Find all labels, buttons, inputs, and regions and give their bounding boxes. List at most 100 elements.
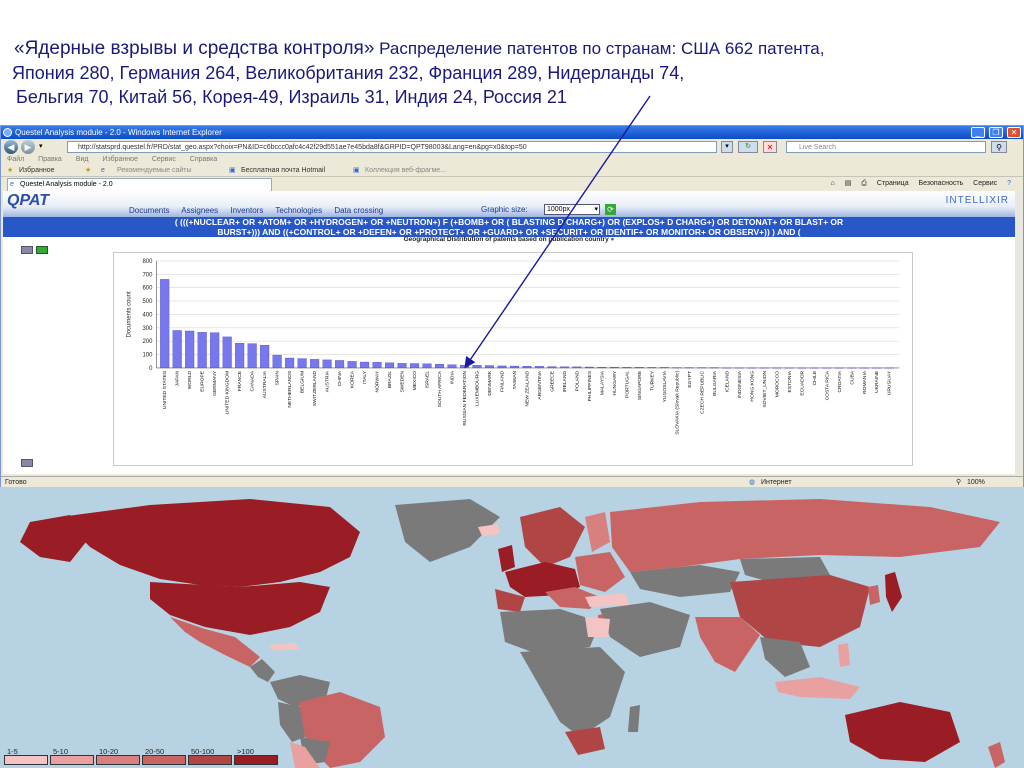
cmd-page[interactable]: Страница	[876, 180, 909, 187]
map-region-alaska	[20, 515, 90, 562]
x-tick-label: CANADA	[250, 370, 256, 391]
bar	[509, 365, 520, 369]
export-image-icon[interactable]	[21, 246, 33, 254]
nav-assignees[interactable]: Assignees	[181, 206, 219, 215]
legend-swatch	[142, 755, 186, 765]
menu-tools[interactable]: Сервис	[151, 156, 176, 163]
bar	[459, 364, 470, 369]
feeds-icon[interactable]: ▤	[844, 180, 852, 187]
y-tick-label: 600	[142, 286, 153, 292]
x-tick-label: AUSTRIA	[325, 370, 331, 392]
map-region-chile-argentina	[290, 742, 320, 768]
ie-page-icon: e	[101, 167, 105, 174]
x-tick-label: SLOVAKIA (Slovak Republic)	[674, 371, 680, 435]
x-tick-label: CHINA	[337, 370, 343, 386]
map-region-turkey	[585, 593, 630, 607]
export-image-icon-bottom[interactable]	[21, 459, 33, 467]
live-search-input[interactable]: Live Search	[786, 141, 986, 153]
zoom-icon[interactable]: ⚲	[956, 479, 962, 486]
bar	[272, 354, 282, 369]
x-tick-label: IRELAND	[562, 370, 568, 392]
nav-documents[interactable]: Documents	[129, 206, 170, 215]
legend-swatch	[188, 755, 232, 765]
bar	[422, 363, 432, 369]
apply-size-button[interactable]: ⟳	[605, 204, 616, 215]
page-scrollbar[interactable]	[1015, 191, 1023, 474]
x-tick-label: FINLAND	[499, 370, 505, 392]
favorites-star-icon[interactable]: ★	[7, 167, 14, 174]
tab-questel[interactable]: e Questel Analysis module - 2.0	[7, 178, 272, 191]
x-tick-label: MEXICO	[412, 371, 418, 391]
bar	[285, 357, 295, 369]
menu-favorites[interactable]: Избранное	[102, 156, 138, 163]
x-tick-label: MALAYSIA	[599, 370, 605, 395]
map-region-central-america	[250, 659, 275, 682]
map-region-finland	[585, 512, 610, 552]
minimize-button[interactable]: _	[971, 127, 985, 138]
zoom-level[interactable]: 100%	[967, 479, 985, 486]
x-tick-label: NORWAY	[375, 370, 381, 392]
nav-data-crossing[interactable]: Data crossing	[334, 206, 384, 215]
history-dropdown-icon[interactable]: ▾	[39, 143, 43, 150]
menu-view[interactable]: Вид	[75, 156, 89, 163]
legend-label: 5-10	[53, 747, 69, 756]
map-region-italy-balkans	[545, 587, 600, 609]
menu-edit[interactable]: Правка	[38, 156, 62, 163]
x-tick-label: NETHERLANDS	[287, 370, 293, 407]
map-region-mexico	[170, 617, 260, 667]
map-region-peru	[278, 702, 305, 742]
x-tick-label: TAIWAN	[512, 370, 518, 389]
map-region-kazakhstan	[630, 565, 740, 597]
home-icon[interactable]: ⌂	[830, 180, 835, 187]
y-axis-label: Documents count	[127, 291, 133, 338]
favorites-button[interactable]: Избранное	[19, 167, 55, 174]
y-tick-label: 400	[142, 312, 153, 318]
status-zone: Интернет	[761, 479, 792, 486]
x-tick-label: UNITED KINGDOM	[225, 371, 231, 414]
x-tick-label: COSTA RICA	[824, 370, 830, 400]
url-input[interactable]: http://statsprd.questel.fr/PRD/stat_geo.…	[67, 141, 717, 153]
url-dropdown-icon[interactable]: ▾	[721, 141, 733, 153]
stop-icon[interactable]: ✕	[763, 141, 777, 153]
help-icon[interactable]: ?	[1007, 180, 1011, 187]
map-region-southeast-asia	[760, 637, 810, 677]
cmd-security[interactable]: Безопасность	[918, 180, 964, 187]
window-title: Questel Analysis module - 2.0 - Windows …	[15, 128, 222, 137]
cmd-tools[interactable]: Сервис	[973, 180, 998, 187]
add-favorite-icon[interactable]: ★	[85, 167, 92, 174]
nav-inventors[interactable]: Inventors	[230, 206, 264, 215]
fav-link-webslices[interactable]: Коллекция веб-фрагме...	[365, 167, 447, 174]
bar	[172, 330, 182, 369]
bar	[435, 364, 445, 369]
close-button[interactable]: ✕	[1007, 127, 1021, 138]
bar	[447, 364, 457, 369]
x-tick-label: PHILIPPINES	[587, 370, 593, 401]
legend-label: 20-50	[145, 747, 165, 756]
search-icon[interactable]: ⚲	[991, 141, 1007, 153]
maximize-button[interactable]: ❐	[989, 127, 1003, 138]
menu-file[interactable]: Файл	[7, 156, 25, 163]
graphic-size-select[interactable]: 1000px ▾	[544, 204, 600, 215]
x-tick-label: SWITZERLAND	[312, 370, 318, 406]
export-excel-icon[interactable]	[36, 246, 48, 254]
print-icon[interactable]: ⎙	[861, 180, 867, 187]
menu-help[interactable]: Справка	[189, 156, 218, 163]
fav-link-suggested[interactable]: Рекомендуемые сайты	[117, 167, 192, 174]
nav-technologies[interactable]: Technologies	[275, 206, 323, 215]
slide-header-line-1: «Ядерные взрывы и средства контроля» Рас…	[14, 38, 824, 60]
bar	[360, 361, 370, 369]
forward-button[interactable]: ▶	[21, 140, 35, 154]
refresh-icon[interactable]: ↻	[738, 141, 758, 153]
x-tick-label: UKRAINE	[874, 370, 880, 393]
map-region-madagascar	[628, 705, 640, 732]
x-tick-label: DENMARK	[487, 370, 493, 395]
map-region-new-zealand	[988, 742, 1005, 768]
map-region-greenland	[395, 499, 500, 562]
x-tick-label: KOREA	[350, 370, 356, 388]
x-tick-label: LUXEMBOURG	[474, 371, 480, 406]
info-icon[interactable]: ●	[610, 236, 615, 243]
bar	[584, 366, 594, 369]
back-button[interactable]: ◀	[4, 140, 18, 154]
fav-link-hotmail[interactable]: Бесплатная почта Hotmail	[241, 167, 326, 174]
legend-swatch	[234, 755, 278, 765]
